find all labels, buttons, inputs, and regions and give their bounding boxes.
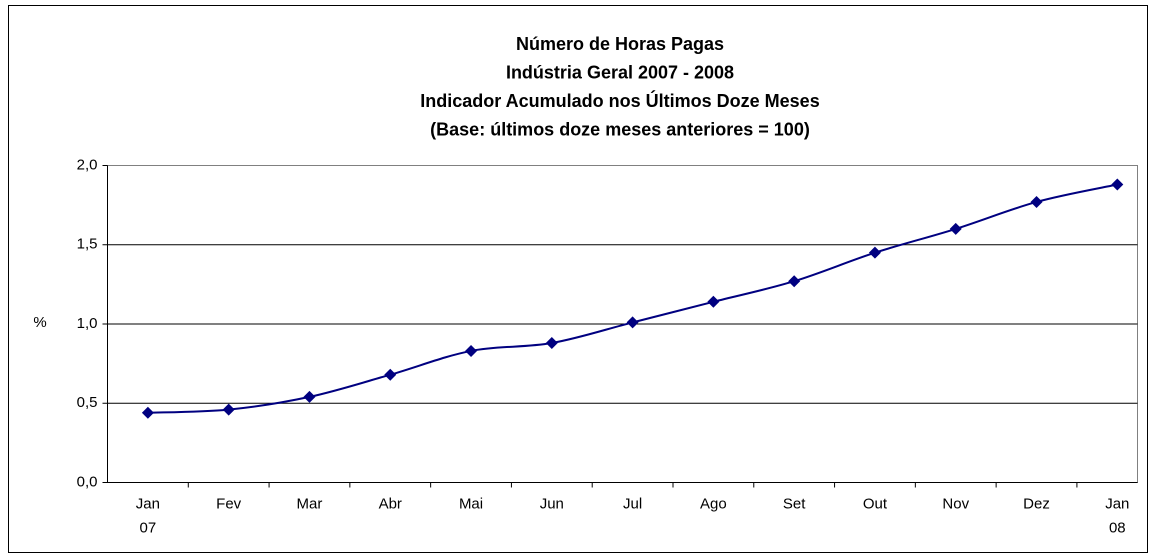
chart-title: Indústria Geral 2007 - 2008	[506, 62, 734, 82]
marker	[303, 390, 316, 403]
marker	[141, 406, 154, 419]
x-tick-label: Nov	[942, 495, 969, 512]
y-tick-label: 0,5	[77, 394, 98, 411]
x-tick-label: Mai	[459, 495, 483, 512]
x-tick-label: Mar	[297, 495, 323, 512]
x-tick-label: Jan 07	[136, 495, 160, 536]
marker	[788, 275, 801, 288]
x-tick-label: Jan 08	[1105, 495, 1129, 536]
x-tick-label: Abr	[379, 495, 402, 512]
marker	[868, 246, 881, 259]
marker	[1111, 178, 1124, 191]
x-tick-label: Jul	[623, 495, 642, 512]
y-tick-label: 1,5	[77, 236, 98, 253]
marker	[1030, 195, 1043, 208]
marker	[384, 368, 397, 381]
marker	[626, 316, 639, 329]
marker	[707, 295, 720, 308]
x-tick-label: Set	[783, 495, 806, 512]
chart-title: Indicador Acumulado nos Últimos Doze Mes…	[420, 90, 819, 111]
x-tick-label: Out	[863, 495, 888, 512]
y-tick-label: 1,0	[77, 315, 98, 332]
x-tick-label: Fev	[216, 495, 242, 512]
marker	[222, 403, 235, 416]
y-axis-label: %	[33, 314, 46, 331]
marker	[465, 344, 478, 357]
marker	[545, 337, 558, 350]
chart-title: Número de Horas Pagas	[516, 34, 724, 54]
x-tick-label: Jun	[540, 495, 564, 512]
x-tick-label: Ago	[700, 495, 727, 512]
chart-title: (Base: últimos doze meses anteriores = 1…	[430, 119, 810, 139]
x-tick-label: Dez	[1023, 495, 1050, 512]
marker	[949, 222, 962, 235]
y-tick-label: 0,0	[77, 473, 98, 490]
y-tick-label: 2,0	[77, 156, 98, 173]
